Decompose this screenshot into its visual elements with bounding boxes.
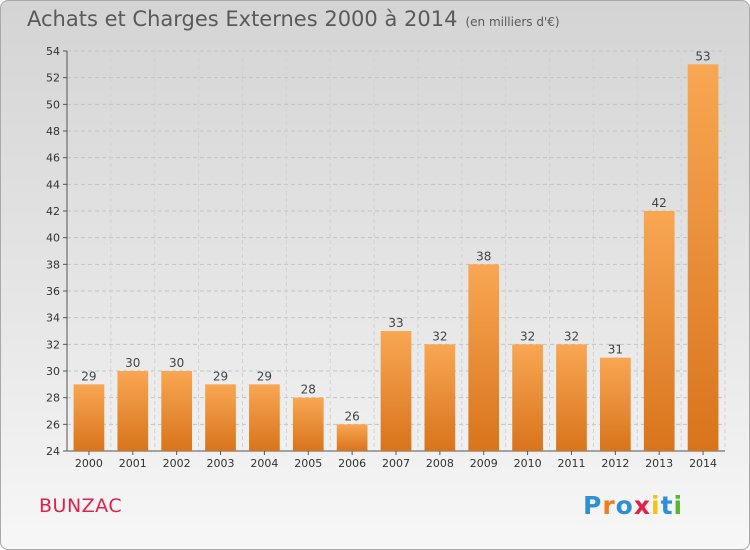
chart-title-text: Achats et Charges Externes 2000 à 2014 [27, 7, 458, 31]
x-tick-label: 2012 [601, 457, 629, 470]
logo-letter: x [633, 491, 651, 520]
x-tick-label: 2005 [294, 457, 322, 470]
data-label: 31 [608, 343, 623, 357]
data-label: 30 [125, 356, 140, 370]
x-tick-label: 2006 [338, 457, 366, 470]
bars [73, 64, 719, 452]
x-tick-label: 2009 [470, 457, 498, 470]
y-tick-label: 50 [46, 98, 60, 111]
x-tick-label: 2003 [207, 457, 235, 470]
y-tick-label: 36 [46, 285, 60, 298]
data-label: 29 [257, 369, 272, 383]
y-tick-label: 54 [46, 45, 60, 58]
y-tick-label: 30 [46, 365, 60, 378]
y-tick-label: 44 [46, 178, 60, 191]
bar-2000 [73, 384, 105, 451]
bar-2003 [205, 384, 236, 451]
bar-2012 [599, 357, 631, 451]
bar-2001 [117, 371, 149, 451]
y-tick-label: 42 [46, 205, 60, 218]
x-tick-label: 2008 [426, 457, 454, 470]
data-label: 29 [213, 369, 228, 383]
proxiti-logo: Proxiti [583, 491, 683, 520]
bar-2011 [556, 344, 587, 451]
x-tick-label: 2010 [514, 457, 542, 470]
y-tick-label: 26 [46, 418, 60, 431]
x-tick-label: 2000 [75, 457, 103, 470]
bar-2009 [468, 264, 500, 451]
bar-2004 [249, 384, 280, 451]
data-label: 53 [695, 49, 710, 63]
data-label: 33 [388, 316, 403, 330]
logo-letter: P [583, 491, 603, 520]
bar-2002 [161, 371, 193, 451]
x-tick-label: 2002 [163, 457, 191, 470]
logo-letter: i [673, 491, 684, 520]
bar-2007 [380, 331, 412, 451]
x-tick-label: 2007 [382, 457, 410, 470]
y-tick-label: 52 [46, 72, 60, 85]
bar-2006 [336, 424, 368, 451]
data-label: 38 [476, 249, 491, 263]
logo-letter: o [615, 491, 634, 520]
y-tick-label: 24 [46, 445, 60, 458]
y-tick-label: 32 [46, 338, 60, 351]
bar-2014 [687, 64, 719, 452]
y-tick-label: 46 [46, 152, 60, 165]
bar-2013 [643, 211, 675, 451]
data-label: 28 [301, 383, 316, 397]
data-label: 42 [652, 196, 667, 210]
logo-letter: t [660, 491, 674, 520]
data-label: 26 [344, 409, 359, 423]
chart-title: Achats et Charges Externes 2000 à 2014 (e… [27, 7, 560, 31]
labels: 24 26 28 30 32 34 36 38 40 42 44 46 48 50 52 54 29 2000 30… [46, 45, 717, 470]
bar-2005 [292, 397, 324, 451]
y-tick-label: 38 [46, 258, 60, 271]
y-tick-label: 40 [46, 232, 60, 245]
logo-letter: r [602, 491, 616, 520]
y-tick-label: 48 [46, 125, 60, 138]
y-tick-label: 28 [46, 392, 60, 405]
x-tick-label: 2004 [250, 457, 278, 470]
y-tick-label: 34 [46, 312, 60, 325]
x-tick-label: 2011 [557, 457, 585, 470]
x-tick-label: 2013 [645, 457, 673, 470]
data-label: 30 [169, 356, 184, 370]
bar-2008 [424, 344, 456, 451]
data-label: 29 [81, 369, 96, 383]
data-label: 32 [520, 329, 535, 343]
x-tick-label: 2001 [119, 457, 147, 470]
town-name: BUNZAC [39, 495, 123, 517]
bar-2010 [512, 344, 543, 451]
chart-subtitle: (en milliers d'€) [465, 15, 560, 29]
data-label: 32 [564, 329, 579, 343]
data-label: 32 [432, 329, 447, 343]
logo-letter: i [651, 491, 661, 520]
x-tick-label: 2014 [689, 457, 717, 470]
